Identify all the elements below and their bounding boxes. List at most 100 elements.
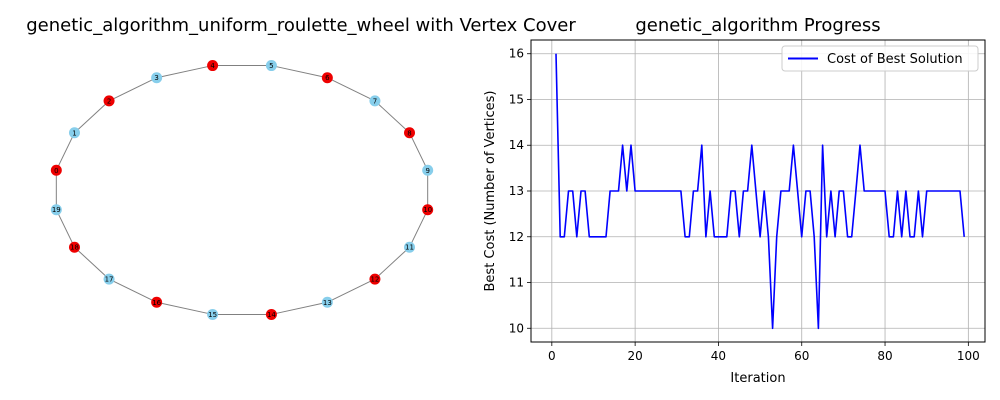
graph-node-label: 0 — [54, 167, 58, 175]
graph-node: 15 — [207, 308, 219, 320]
graph-edge — [108, 278, 157, 303]
graph-node-circle — [265, 60, 277, 72]
graph-node-circle — [404, 241, 416, 253]
graph-edge — [156, 65, 213, 79]
graph-node-label: 11 — [405, 244, 414, 252]
series-layer — [555, 53, 965, 330]
graph-edge — [374, 246, 410, 280]
graph-node: 16 — [151, 296, 163, 308]
y-tick-label: 14 — [509, 138, 524, 152]
graph-edge — [374, 100, 410, 134]
x-tick-label: 100 — [957, 349, 980, 363]
x-tick-label: 40 — [711, 349, 726, 363]
graph-edges — [55, 65, 429, 315]
graph-node-label: 10 — [423, 206, 432, 214]
y-tick-label: 16 — [509, 47, 524, 61]
graph-edge — [156, 301, 213, 315]
legend-box — [781, 45, 979, 72]
graph-node-circle — [68, 127, 80, 139]
graph-node-circle — [321, 72, 333, 84]
y-tick-label: 12 — [509, 230, 524, 244]
graph-node: 4 — [207, 60, 219, 72]
y-tick-label: 15 — [509, 92, 524, 106]
graph-edge — [327, 77, 376, 102]
graph-node: 19 — [50, 204, 62, 216]
x-axis-label: Iteration — [730, 371, 785, 386]
graph-node: 14 — [265, 308, 277, 320]
graph-node: 10 — [422, 204, 434, 216]
graph-edge — [108, 77, 157, 102]
graph-node-label: 8 — [407, 129, 411, 137]
graph-node: 1 — [68, 127, 80, 139]
graph-node-label: 3 — [154, 74, 158, 82]
graph-node-label: 9 — [425, 167, 429, 175]
x-tick-label: 0 — [548, 349, 556, 363]
graph-node-circle — [369, 273, 381, 285]
x-tick-label: 60 — [794, 349, 809, 363]
graph-node-label: 15 — [208, 311, 217, 319]
progress-chart-panel: genetic_algorithm Progress 0 20 40 60 80 100 … — [483, 15, 986, 386]
y-axis-label: Best Cost (Number of Vertices) — [483, 91, 498, 292]
graph-edge — [271, 65, 328, 79]
graph-node-label: 17 — [105, 276, 114, 284]
graph-node-circle — [103, 273, 115, 285]
graph-node-circle — [50, 204, 62, 216]
x-tick-label: 80 — [877, 349, 892, 363]
y-tick-label: 11 — [509, 276, 524, 290]
y-tick-label: 13 — [509, 184, 524, 198]
graph-node-label: 7 — [373, 97, 377, 105]
graph-node: 0 — [50, 164, 62, 176]
graph-node-circle — [103, 95, 115, 107]
graph-node-label: 5 — [269, 62, 273, 70]
graph-edge — [409, 132, 429, 171]
grid-lines — [531, 40, 985, 342]
graph-node: 3 — [151, 72, 163, 84]
graph-node-label: 6 — [325, 74, 330, 82]
graph-edge — [74, 100, 110, 134]
graph-title: genetic_algorithm_uniform_roulette_wheel… — [26, 15, 576, 36]
graph-node: 5 — [265, 60, 277, 72]
graph-node-circle — [369, 95, 381, 107]
graph-edge — [409, 209, 429, 248]
graph-node-label: 18 — [70, 244, 79, 252]
graph-node-label: 19 — [52, 206, 61, 214]
graph-node: 17 — [103, 273, 115, 285]
graph-node: 2 — [103, 95, 115, 107]
graph-node-circle — [151, 296, 163, 308]
x-axis-ticks: 0 20 40 60 80 100 — [548, 342, 980, 363]
legend-label: Cost of Best Solution — [827, 52, 963, 67]
graph-node-circle — [68, 241, 80, 253]
graph-node-label: 14 — [267, 311, 276, 319]
graph-node-circle — [404, 127, 416, 139]
graph-node-circle — [321, 296, 333, 308]
y-tick-label: 10 — [509, 321, 524, 335]
y-axis-ticks: 10 11 12 13 14 15 16 — [509, 47, 531, 335]
graph-node: 13 — [321, 296, 333, 308]
graph-node-label: 1 — [72, 129, 76, 137]
graph-node: 7 — [369, 95, 381, 107]
graph-edge — [55, 132, 75, 171]
graph-node: 11 — [404, 241, 416, 253]
graph-node-label: 13 — [323, 299, 332, 307]
graph-node: 6 — [321, 72, 333, 84]
graph-node: 12 — [369, 273, 381, 285]
graph-node: 8 — [404, 127, 416, 139]
graph-edge — [55, 209, 75, 248]
graph-node-circle — [50, 164, 62, 176]
progress-chart-title: genetic_algorithm Progress — [635, 15, 880, 36]
legend: Cost of Best Solution — [781, 45, 979, 72]
graph-node: 9 — [422, 164, 434, 176]
graph-node-label: 4 — [210, 62, 215, 70]
graph-node-label: 12 — [370, 276, 379, 284]
series-line — [555, 53, 965, 330]
graph-node-circle — [422, 204, 434, 216]
graph-node-circle — [422, 164, 434, 176]
graph-node-circle — [207, 308, 219, 320]
graph-node-circle — [265, 308, 277, 320]
graph-node-label: 2 — [107, 97, 111, 105]
graph-node-circle — [151, 72, 163, 84]
vertex-cover-graph-panel: genetic_algorithm_uniform_roulette_wheel… — [26, 15, 576, 320]
graph-node: 18 — [68, 241, 80, 253]
